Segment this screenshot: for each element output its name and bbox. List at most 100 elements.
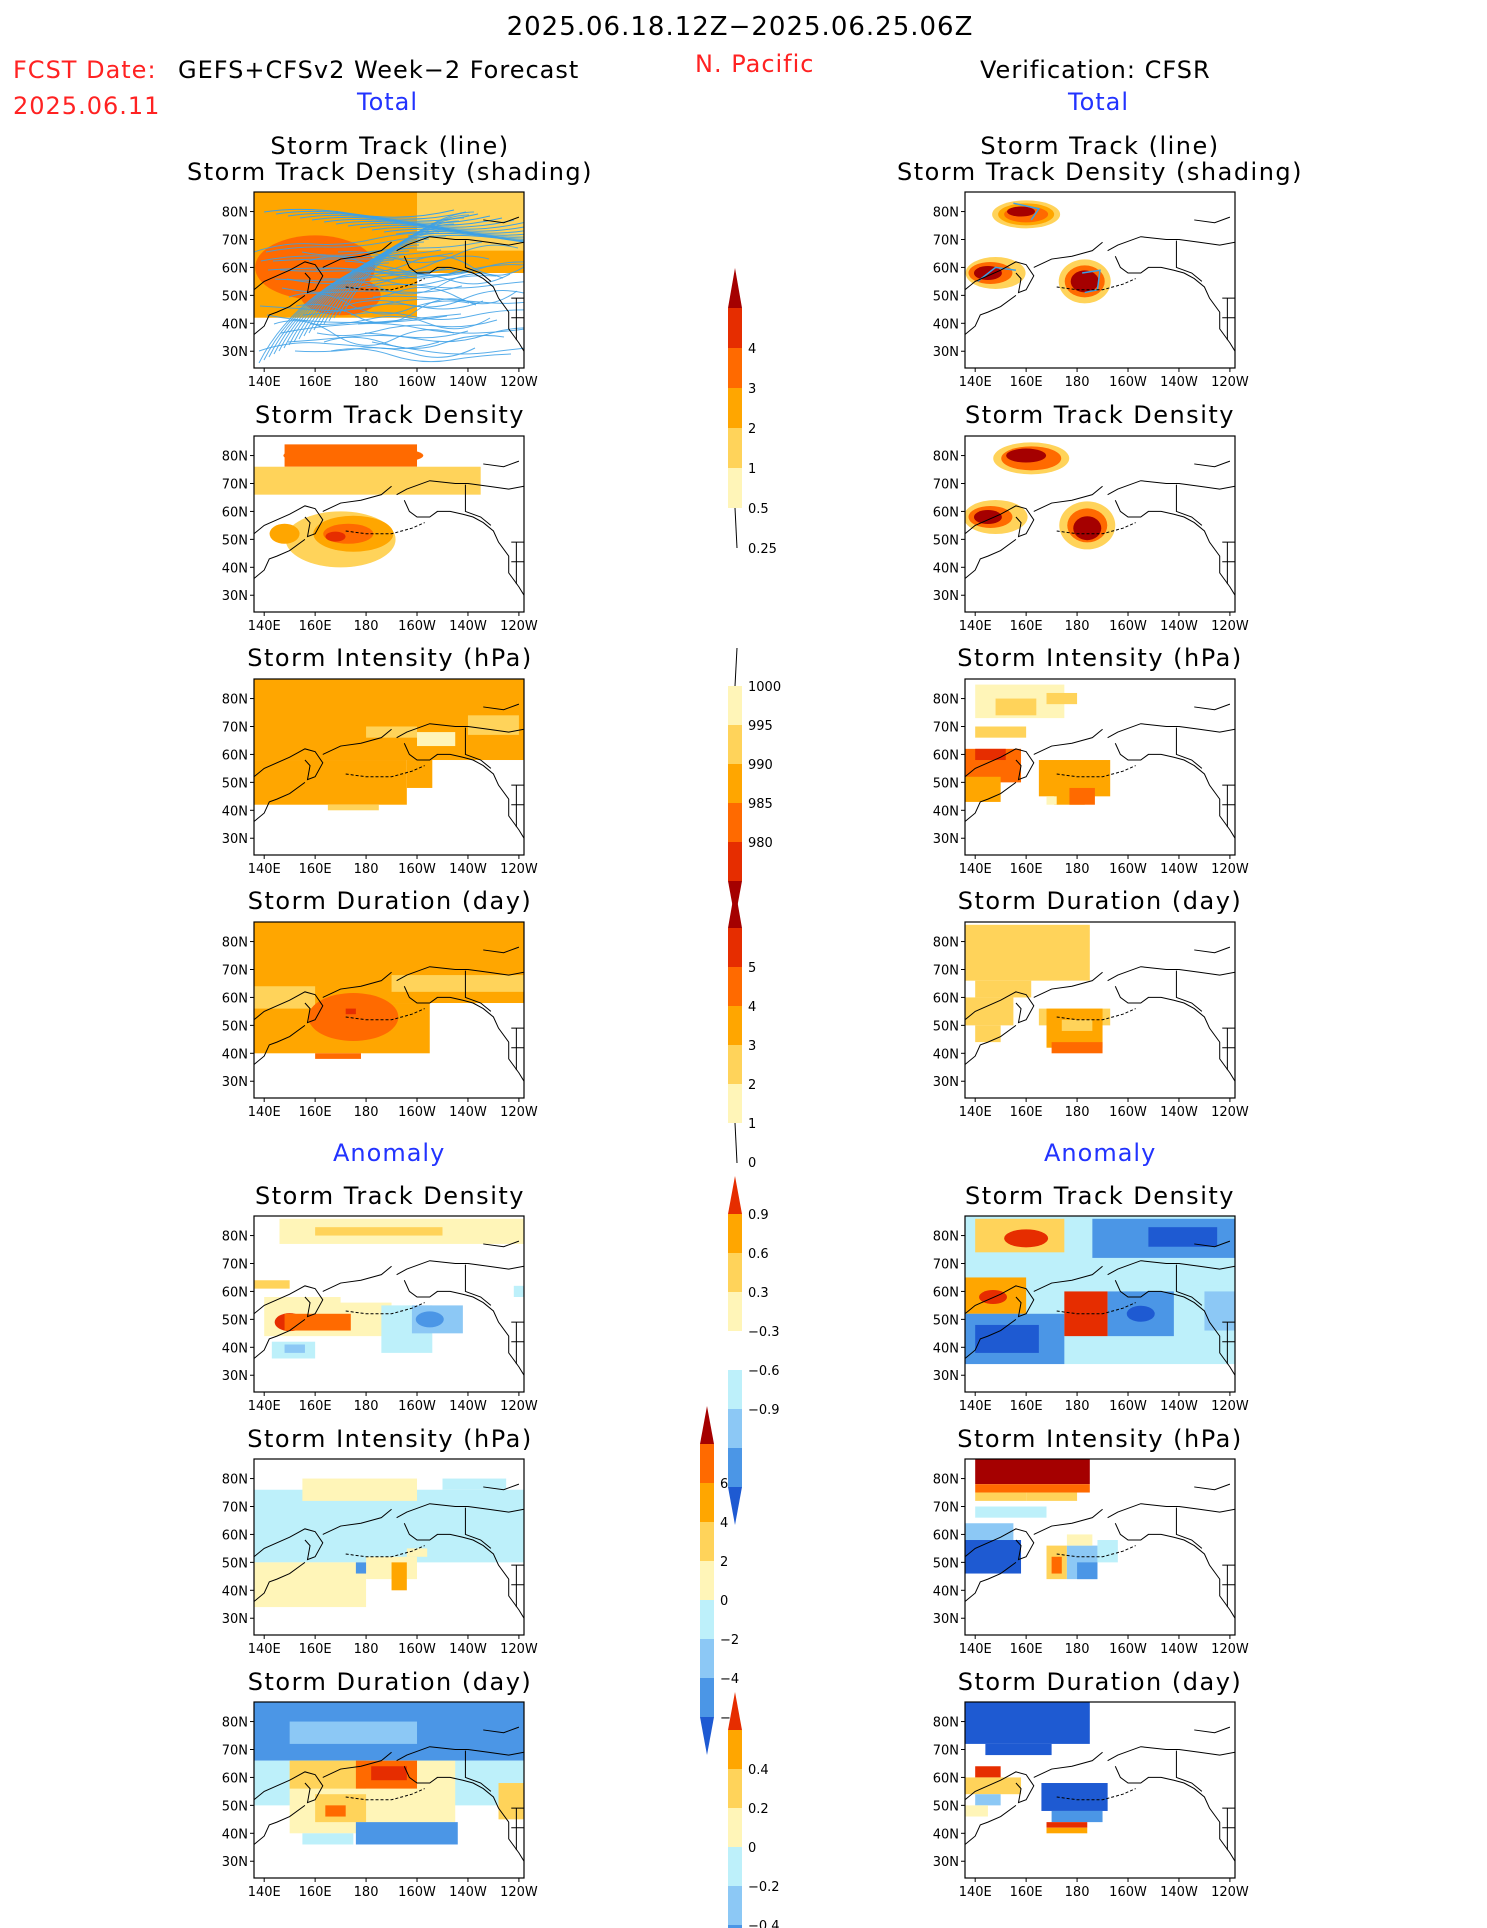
lon-tick-label: 120W <box>500 862 538 877</box>
map-fill <box>254 192 524 368</box>
colorbar-label: 985 <box>748 797 773 812</box>
anomaly-core <box>1046 1822 1088 1828</box>
coastline-aleutians <box>345 1788 425 1801</box>
coastline-japan <box>965 294 1017 335</box>
lon-tick-label: 160W <box>1109 1105 1147 1120</box>
coastline-aleutians <box>1056 522 1136 535</box>
lat-tick-label: 80N <box>933 693 959 708</box>
colorbar-label: 1000 <box>748 680 781 695</box>
colorbar-label: 0.3 <box>748 1286 769 1301</box>
colorbar-label: 0.6 <box>748 1247 769 1262</box>
density-core <box>1070 270 1099 293</box>
anomaly-core <box>1004 1229 1049 1248</box>
map-fill <box>254 436 524 612</box>
storm-track-line <box>333 217 465 319</box>
lat-tick-label: 70N <box>222 1743 248 1758</box>
coastline-arctic <box>467 460 524 490</box>
duration-band <box>965 997 1014 1026</box>
anomaly-negative <box>302 1833 354 1845</box>
intensity-band <box>417 732 456 747</box>
map-fill <box>254 1459 524 1635</box>
lat-tick-label: 60N <box>933 261 959 276</box>
anomaly-negative <box>1097 1540 1118 1563</box>
verification-label: Verification: CFSR <box>980 56 1211 84</box>
lon-tick-label: 180 <box>354 619 379 634</box>
storm-track-line <box>274 268 456 281</box>
lon-tick-label: 140W <box>1160 862 1198 877</box>
map-left-intensity: 140E 160E 180 160W 140W 120W 80N 70N 60N 50N 40N 30… <box>222 678 538 877</box>
anomaly-negative <box>254 1489 524 1563</box>
lat-tick-label: 40N <box>222 1584 248 1599</box>
lon-tick-label: 140W <box>449 1105 487 1120</box>
colorbar-label: 4 <box>748 342 756 357</box>
lon-tick-label: 140W <box>449 1399 487 1414</box>
map-fill <box>965 679 1235 855</box>
colorbar-label: 1 <box>748 462 756 477</box>
coastline-arctic <box>1178 460 1235 490</box>
lon-tick-label: 140E <box>959 1642 992 1657</box>
lon-tick-label: 140W <box>1160 375 1198 390</box>
lat-tick-label: 30N <box>222 345 248 360</box>
lat-tick-label: 60N <box>222 505 248 520</box>
anomaly-negative <box>965 1523 1014 1546</box>
storm-track-line <box>260 249 442 262</box>
map-fill <box>965 922 1235 1098</box>
lat-tick-label: 80N <box>933 1473 959 1488</box>
lon-tick-label: 160E <box>1010 1885 1043 1900</box>
map-right-anom-intensity: 140E 160E 180 160W 140W 120W 80N 70N 60N 50N 40N 30… <box>933 1458 1249 1657</box>
coastline-asia <box>965 1265 1103 1318</box>
map-left-anom-duration: 140E 160E 180 160W 140W 120W 80N 70N 60N 50N 40N 30… <box>222 1701 538 1900</box>
coastline-aleutians <box>345 522 425 535</box>
colorbar-cell <box>728 842 742 881</box>
density-core <box>269 523 300 544</box>
colorbar-label: 0 <box>748 1156 756 1171</box>
anomaly-negative <box>1051 1810 1103 1823</box>
colorbar-label: 0 <box>720 1594 728 1609</box>
lat-tick-label: 40N <box>933 317 959 332</box>
coastline-north-america <box>396 1746 524 1862</box>
lat-tick-label: 50N <box>933 289 959 304</box>
coastline-north-america <box>1107 480 1235 596</box>
political-borders <box>1175 727 1235 828</box>
colorbar-cell <box>700 1483 714 1522</box>
intensity-band <box>327 804 379 811</box>
lon-tick-label: 180 <box>354 1399 379 1414</box>
map-frame <box>253 1215 525 1393</box>
colorbar-label: 0 <box>748 1841 756 1856</box>
coastline-asia <box>254 241 392 294</box>
lon-tick-label: 180 <box>354 1105 379 1120</box>
colorbar-tri-top <box>728 888 742 928</box>
lat-tick-label: 50N <box>933 1019 959 1034</box>
lon-tick-label: 120W <box>500 619 538 634</box>
lon-tick-label: 180 <box>1065 1885 1090 1900</box>
colorbar-cell <box>728 1448 742 1487</box>
duration-band <box>975 980 1032 998</box>
fcst-model: GEFS+CFSv2 Week−2 Forecast <box>178 56 580 84</box>
lon-tick-label: 180 <box>354 1642 379 1657</box>
lat-tick-label: 70N <box>222 963 248 978</box>
lat-tick-label: 40N <box>933 804 959 819</box>
anomaly-core <box>1126 1305 1155 1322</box>
total-left-label: Total <box>357 88 419 116</box>
lon-tick-label: 160E <box>299 1105 332 1120</box>
lat-tick-label: 60N <box>933 505 959 520</box>
colorbar-label: 995 <box>748 719 773 734</box>
colorbar-label: −2 <box>720 1633 739 1648</box>
lat-tick-label: 80N <box>933 1230 959 1245</box>
storm-track-line <box>266 314 448 323</box>
lat-tick-label: 60N <box>222 1771 248 1786</box>
lon-tick-label: 120W <box>1211 1885 1249 1900</box>
anomaly-negative <box>975 1794 1001 1806</box>
storm-track-line <box>309 315 491 330</box>
lat-tick-label: 80N <box>222 693 248 708</box>
anomaly-positive <box>965 1805 988 1817</box>
lat-tick-label: 30N <box>222 1855 248 1870</box>
lon-tick-label: 160E <box>1010 619 1043 634</box>
storm-track-line <box>287 330 469 343</box>
coastline-japan <box>965 1024 1017 1065</box>
map-left-track-density-lines: 140E 160E 180 160W 140W 120W 80N 70N 60N 50N 40N 30… <box>222 191 538 390</box>
colorbar-line-bottom <box>734 507 738 549</box>
lon-tick-label: 140W <box>449 1885 487 1900</box>
colorbar-cell <box>728 1370 742 1409</box>
intensity-band <box>366 726 418 738</box>
